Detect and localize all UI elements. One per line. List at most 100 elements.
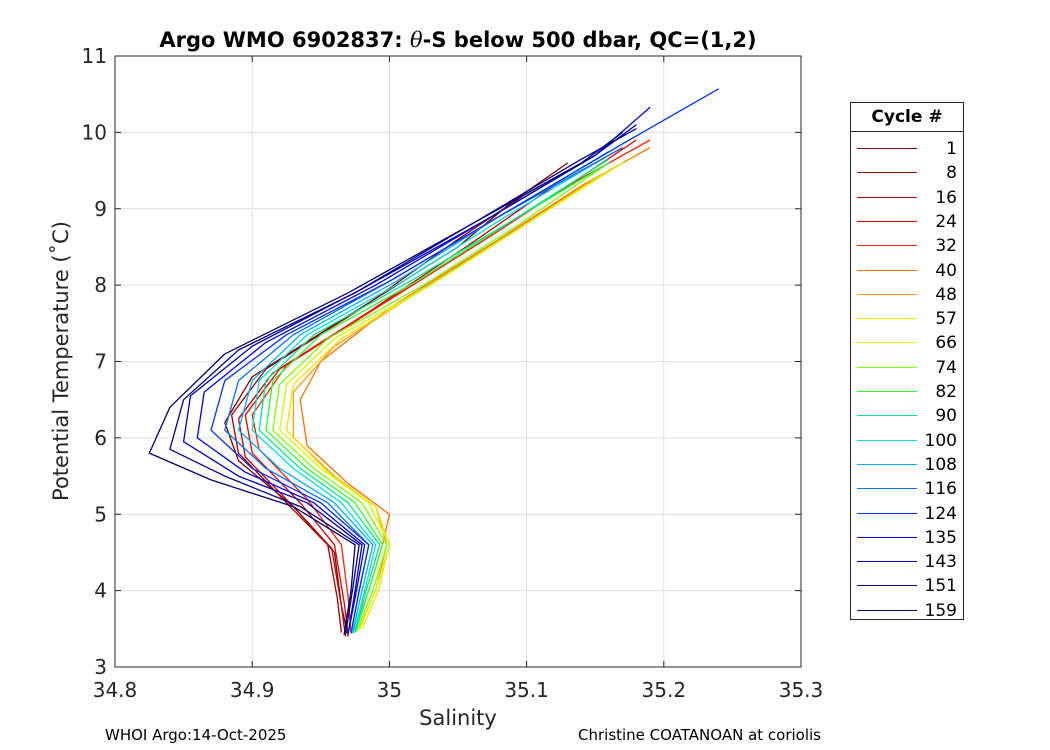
legend-swatch [857, 439, 917, 441]
series-line-cycle-151 [169, 128, 637, 636]
x-tick-label: 35.1 [504, 678, 549, 702]
series-line-cycle-116 [224, 147, 623, 634]
y-axis-label: Potential Temperature (˚C) [49, 221, 73, 501]
legend-item: 1 [851, 137, 963, 161]
legend-swatch [857, 366, 917, 368]
legend-item: 124 [851, 502, 963, 526]
legend-label: 8 [946, 163, 957, 184]
legend-title: Cycle # [851, 103, 963, 132]
legend-label: 135 [924, 527, 957, 548]
footer-left: WHOI Argo:14-Oct-2025 [105, 726, 287, 744]
series-line-cycle-159 [148, 131, 623, 636]
x-tick-label: 35.3 [779, 678, 824, 702]
legend-item: 108 [851, 453, 963, 477]
y-tick-label: 8 [94, 273, 107, 297]
legend-item: 100 [851, 429, 963, 453]
legend-item: 8 [851, 161, 963, 185]
legend-swatch [857, 342, 917, 344]
y-tick-label: 10 [82, 120, 107, 144]
legend-item: 40 [851, 259, 963, 283]
legend-swatch [857, 585, 917, 587]
legend-swatch [857, 415, 917, 417]
legend-swatch [857, 148, 917, 149]
series-line-cycle-82 [265, 162, 610, 633]
series-line-cycle-66 [278, 162, 623, 631]
legend-label: 159 [924, 600, 957, 621]
legend-item: 32 [851, 234, 963, 258]
legend-item: 16 [851, 186, 963, 210]
legend-item: 82 [851, 380, 963, 404]
series-line-cycle-74 [272, 162, 610, 633]
series-line-cycle-24 [244, 139, 637, 635]
legend-swatch [857, 561, 917, 563]
legend-swatch [857, 196, 917, 198]
title-part-1: Argo WMO 6902837: [159, 28, 410, 52]
legend-swatch [857, 172, 917, 174]
legend-label: 124 [924, 503, 957, 524]
y-tick-label: 7 [94, 350, 107, 374]
legend-item: 159 [851, 599, 963, 623]
legend-swatch [857, 391, 917, 392]
legend-label: 100 [924, 430, 957, 451]
x-axis-label: Salinity [419, 706, 497, 730]
legend-swatch [857, 463, 917, 465]
legend-item: 57 [851, 307, 963, 331]
footer-right: Christine COATANOAN at coriolis [578, 726, 821, 744]
y-tick-label: 11 [82, 44, 107, 68]
legend-item: 48 [851, 283, 963, 307]
legend-label: 66 [935, 333, 957, 354]
legend-item: 116 [851, 477, 963, 501]
legend-item: 143 [851, 550, 963, 574]
legend-label: 40 [935, 260, 957, 281]
y-tick-label: 9 [94, 197, 107, 221]
legend-item: 151 [851, 574, 963, 598]
legend-label: 57 [935, 309, 957, 330]
legend-label: 82 [935, 382, 957, 402]
legend-label: 48 [935, 284, 957, 305]
series-line-cycle-100 [251, 154, 610, 633]
y-tick-label: 3 [94, 655, 107, 679]
series-line-cycle-124 [210, 88, 720, 634]
x-tick-label: 34.9 [230, 678, 275, 702]
x-tick-label: 34.8 [93, 678, 138, 702]
series-line-cycle-32 [251, 139, 651, 633]
series-line-cycle-8 [230, 154, 596, 633]
legend-swatch [857, 269, 917, 271]
legend: Cycle # 1 8 16 24 32 40 48 57 66 74 82 90 100 108 116 1… [850, 102, 964, 623]
legend-label: 24 [935, 211, 957, 232]
series-line-cycle-90 [258, 158, 610, 633]
plot-series [148, 88, 720, 637]
title-theta-symbol: θ [410, 28, 423, 52]
legend-swatch [857, 245, 917, 247]
legend-swatch [857, 536, 917, 538]
legend-swatch [857, 512, 917, 514]
legend-item: 66 [851, 331, 963, 355]
legend-swatch [857, 293, 917, 295]
series-line-cycle-108 [237, 150, 610, 634]
legend-label: 74 [935, 357, 957, 378]
legend-label: 32 [935, 236, 957, 257]
x-tick-label: 35.2 [642, 678, 687, 702]
legend-label: 90 [935, 406, 957, 427]
legend-label: 143 [924, 552, 957, 573]
series-line-cycle-48 [292, 154, 637, 630]
legend-item: 90 [851, 404, 963, 428]
axis-ticks: 34.8 34.9 35 35.1 35.2 35.3 3 4 5 6 7 8 9 10 11 [82, 44, 824, 702]
legend-swatch [857, 609, 917, 611]
legend-item: 135 [851, 526, 963, 550]
y-tick-label: 6 [94, 426, 107, 450]
legend-swatch [857, 488, 917, 490]
legend-swatch [857, 220, 917, 222]
legend-swatch [857, 318, 917, 320]
series-line-cycle-40 [299, 147, 651, 630]
x-tick-label: 35 [377, 678, 402, 702]
legend-label: 16 [935, 187, 957, 208]
legend-item: 74 [851, 356, 963, 380]
legend-label: 108 [924, 454, 957, 475]
legend-label: 116 [924, 479, 957, 500]
y-tick-label: 4 [94, 579, 107, 603]
series-line-cycle-143 [182, 124, 637, 634]
legend-label: 1 [946, 139, 957, 159]
title-part-2: -S below 500 dbar, QC=(1,2) [423, 28, 757, 52]
